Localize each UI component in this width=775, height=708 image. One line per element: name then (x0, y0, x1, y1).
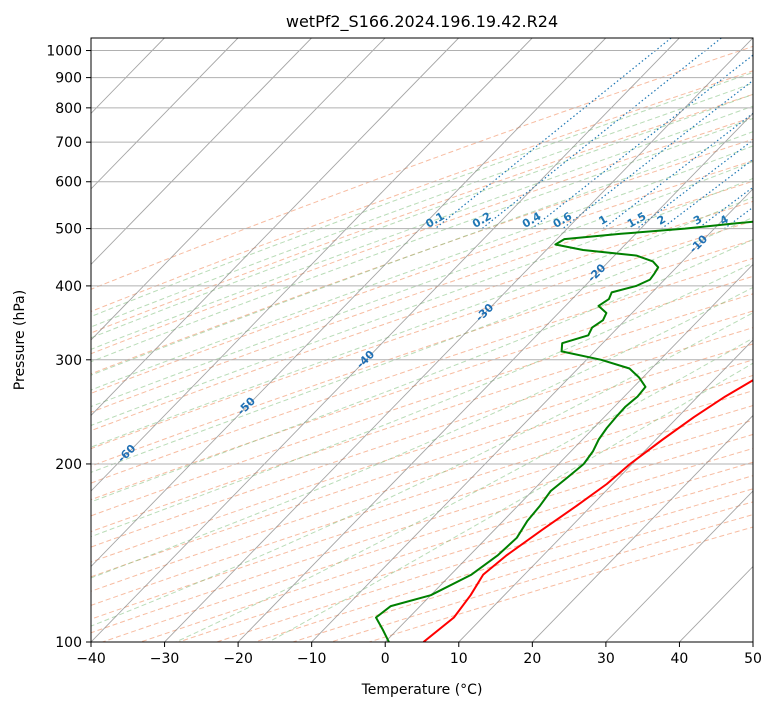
x-tick-label: −10 (297, 651, 327, 667)
moist-adiabat (91, 71, 753, 318)
dry-adiabat (91, 220, 753, 450)
moist-adiabat (91, 105, 753, 350)
mixing-ratio-line (602, 112, 753, 230)
y-tick-label: 800 (55, 101, 82, 117)
moist-adiabat (91, 117, 753, 363)
isotherm-line (91, 38, 607, 568)
y-axis: 100 200 300 400 500 600 700 800 900 1000 (46, 44, 91, 651)
y-tick-label: 500 (55, 222, 82, 238)
isotherm-line (91, 38, 312, 266)
y-tick-label: 300 (55, 353, 82, 369)
dry-adiabat (91, 239, 753, 467)
plot-frame (90, 37, 754, 643)
isotherm-line (91, 38, 680, 642)
x-tick-label: 30 (597, 651, 615, 667)
isotherm-line (384, 263, 753, 642)
x-axis-label: Temperature (°C) (361, 682, 483, 698)
sounding-series (375, 220, 753, 642)
dry-adiabat (91, 293, 753, 517)
dewpoint-trace (375, 220, 753, 642)
dry-adiabat (91, 275, 753, 501)
moist-adiabat (91, 196, 753, 448)
y-tick-label: 900 (55, 71, 82, 87)
background-lines (91, 38, 753, 642)
y-tick-label: 1000 (46, 44, 82, 60)
isotherm-line (237, 112, 753, 642)
isotherm-line (91, 38, 459, 417)
dry-adiabat (91, 200, 753, 432)
y-tick-label: 700 (55, 135, 82, 151)
isotherm-line (311, 188, 753, 642)
y-axis-label: Pressure (hPa) (12, 290, 28, 390)
x-axis: −40 −30 −20 −10 0 10 20 30 40 50 (76, 642, 762, 667)
dry-adiabat (91, 45, 753, 290)
x-tick-label: 20 (523, 651, 541, 667)
isotherm-line (164, 38, 753, 642)
moist-adiabat (91, 160, 753, 408)
x-tick-label: 10 (450, 651, 468, 667)
y-tick-label: 400 (55, 279, 82, 295)
x-tick-label: 0 (381, 651, 390, 667)
temperature-trace (422, 379, 753, 642)
mixing-ratio-line (661, 158, 753, 230)
y-tick-label: 100 (55, 635, 82, 651)
x-tick-label: −20 (223, 651, 253, 667)
isotherm-line (532, 414, 753, 642)
dry-adiabat (91, 70, 753, 313)
isotherm-line (91, 38, 239, 190)
pressure-grid (91, 50, 753, 642)
mixing-ratio-line (562, 79, 753, 230)
isotherm-line (91, 38, 533, 492)
y-tick-label: 600 (55, 175, 82, 191)
moist-adiabat (91, 131, 753, 376)
mixing-ratio-line (434, 38, 672, 230)
moist-adiabat (91, 82, 753, 328)
isotherm-line (91, 38, 386, 341)
y-tick-label: 200 (55, 457, 82, 473)
dry-adiabat (91, 138, 753, 375)
moist-adiabat (91, 93, 753, 339)
dry-adiabat (91, 310, 753, 533)
dry-adiabat (91, 180, 753, 413)
isotherm-line (605, 490, 753, 642)
x-tick-label: 50 (744, 651, 762, 667)
x-tick-label: 40 (671, 651, 689, 667)
chart-title: wetPf2_S166.2024.196.19.42.R24 (286, 12, 558, 32)
x-tick-label: −40 (76, 651, 106, 667)
x-tick-label: −30 (150, 651, 180, 667)
mixing-ratio-line (636, 139, 753, 230)
